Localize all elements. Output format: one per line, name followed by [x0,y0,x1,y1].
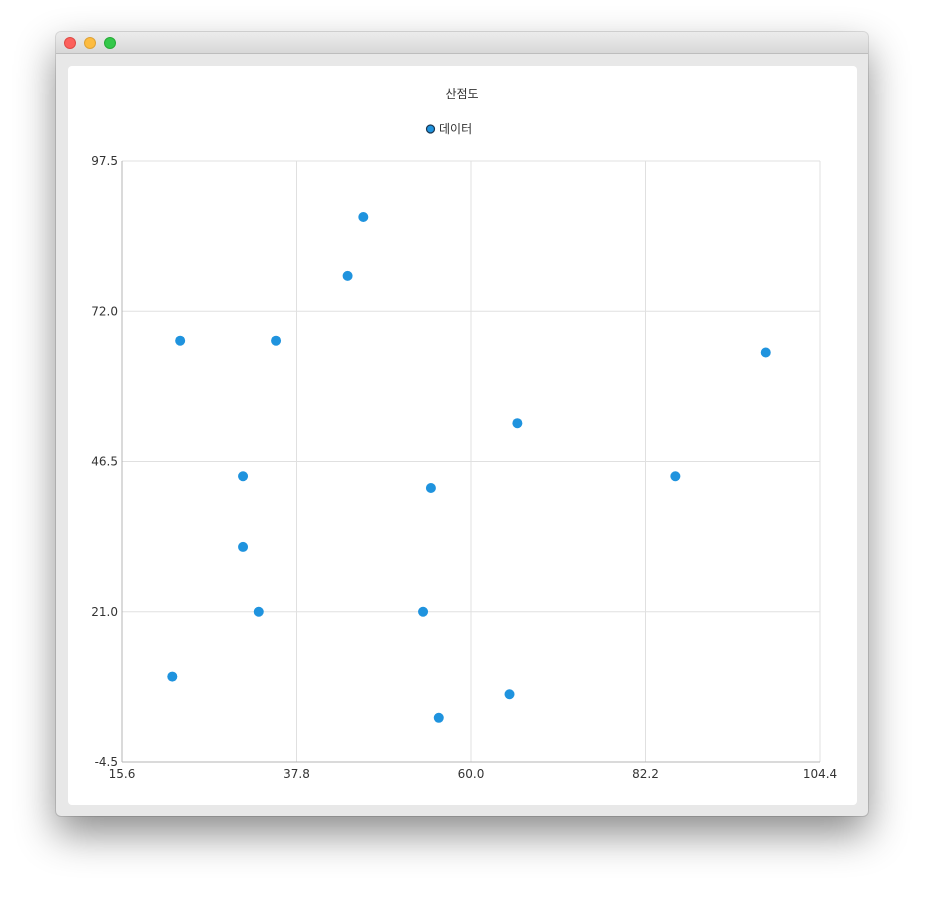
data-point[interactable] [238,471,249,482]
legend-marker [425,124,436,134]
x-tick-label: 82.2 [632,767,659,781]
tick-labels: 15.6 37.8 60.0 82.2 104.4 97.5 72.0 46.5 21.0 -4.… [91,154,837,781]
data-point[interactable] [418,606,429,617]
data-point[interactable] [175,335,186,346]
y-tick-label: 97.5 [91,154,118,168]
axes [121,161,820,763]
data-point[interactable] [433,712,444,723]
data-point[interactable] [760,347,771,358]
x-tick-label: 104.4 [803,767,837,781]
x-tick-label: 15.6 [109,767,136,781]
app-window: 산점도 데이터 15.6 37.8 60.0 82.2 104.4 97.5 72.0 46.… [56,32,868,816]
x-tick-label: 60.0 [458,767,485,781]
data-point[interactable] [425,483,436,494]
y-tick-label: 46.5 [91,455,118,469]
data-point[interactable] [504,689,515,700]
data-point[interactable] [167,671,178,682]
scatter-chart: 산점도 데이터 15.6 37.8 60.0 82.2 104.4 97.5 72.0 46.… [91,87,837,781]
data-point[interactable] [271,335,282,346]
x-tick-label: 37.8 [283,767,310,781]
minimize-button[interactable] [84,37,96,49]
y-tick-label: 72.0 [91,304,118,318]
y-tick-label: 21.0 [91,605,118,619]
data-point[interactable] [238,541,249,552]
data-point[interactable] [253,606,264,617]
data-point[interactable] [512,418,523,429]
chart-panel: 산점도 데이터 15.6 37.8 60.0 82.2 104.4 97.5 72.0 46.… [68,66,857,805]
title-bar[interactable] [56,32,868,54]
data-point[interactable] [358,211,369,222]
data-points [167,211,771,723]
y-tick-label: -4.5 [95,755,118,769]
legend-label: 데이터 [439,122,472,136]
grid [121,160,821,763]
chart-title: 산점도 [445,87,478,101]
zoom-button[interactable] [104,37,116,49]
legend[interactable]: 데이터 [425,122,473,136]
close-button[interactable] [64,37,76,49]
data-point[interactable] [342,270,353,281]
data-point[interactable] [670,471,681,482]
